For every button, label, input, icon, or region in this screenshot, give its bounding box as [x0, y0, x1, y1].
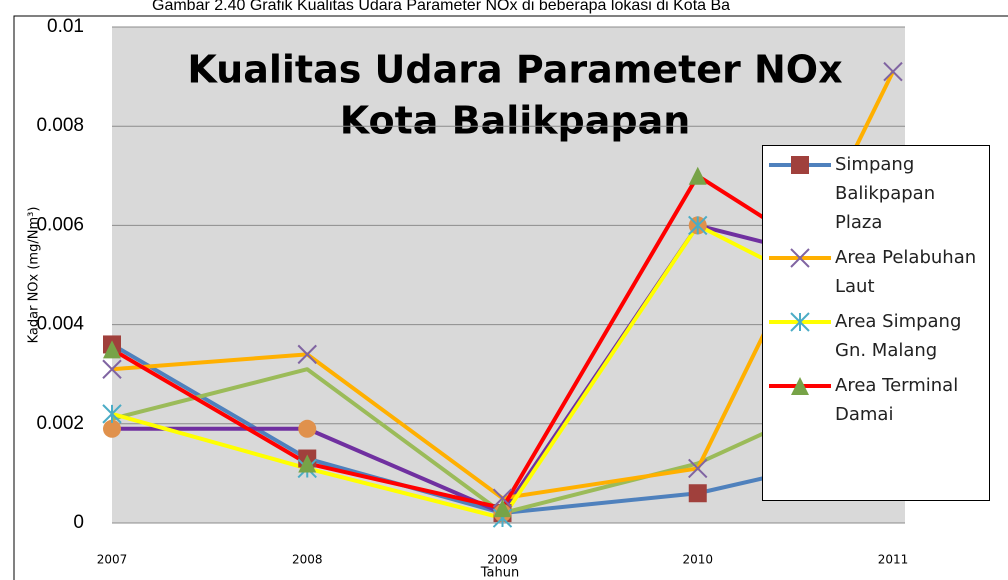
legend-label: Area Simpang Gn. Malang: [835, 311, 962, 361]
marker: [688, 166, 707, 185]
x-tick-label: 2009: [487, 553, 518, 567]
marker: [688, 484, 707, 503]
chart-title: Kualitas Udara Parameter NOx: [187, 48, 842, 92]
legend-icon: [769, 377, 831, 395]
x-tick-label: 2007: [97, 553, 128, 567]
legend-entry: Simpang Balikpapan Plaza: [769, 150, 989, 237]
legend-label: Simpang Balikpapan Plaza: [835, 154, 936, 233]
chart-subtitle: Kota Balikpapan: [340, 99, 691, 143]
x-axis-label: Tahun: [480, 566, 519, 580]
y-tick-label: 0.01: [47, 16, 84, 37]
x-tick-label: 2008: [292, 553, 323, 567]
marker: [103, 419, 121, 438]
marker: [493, 499, 512, 518]
marker: [298, 419, 317, 438]
caption: Gambar 2.40 Grafik Kualitas Udara Parame…: [152, 0, 730, 14]
marker: [103, 340, 121, 359]
marker: [883, 61, 903, 82]
marker: [102, 404, 122, 424]
marker: [492, 488, 513, 508]
legend-entry: Area Terminal Damai: [769, 371, 989, 429]
marker: [688, 458, 708, 479]
marker: [791, 377, 809, 395]
y-tick-label: 0.004: [36, 314, 84, 335]
y-axis-label: Kadar NOx (mg/Nm³): [27, 207, 42, 344]
y-tick-label: 0.006: [36, 214, 84, 235]
legend-icon: [769, 156, 831, 174]
legend-icon: [769, 312, 831, 332]
marker: [102, 359, 122, 379]
y-tick-label: 0.002: [36, 413, 84, 434]
legend-entry: Area Pelabuhan Laut: [769, 243, 989, 301]
marker: [298, 454, 317, 473]
y-tick-label: 0: [73, 512, 84, 533]
marker: [790, 312, 810, 332]
x-tick-label: 2011: [878, 553, 909, 567]
legend-label: Area Terminal Damai: [835, 375, 959, 425]
legend: Simpang Balikpapan Plaza Area Pelabuhan L…: [762, 145, 990, 501]
legend-icon: [769, 248, 831, 268]
legend-entry: Area Simpang Gn. Malang: [769, 307, 989, 365]
marker: [688, 215, 708, 236]
y-tick-label: 0.008: [36, 115, 84, 136]
x-tick-label: 2010: [682, 553, 713, 567]
marker: [790, 248, 810, 268]
marker: [297, 344, 317, 365]
marker: [791, 156, 809, 174]
legend-label: Area Pelabuhan Laut: [835, 247, 977, 297]
